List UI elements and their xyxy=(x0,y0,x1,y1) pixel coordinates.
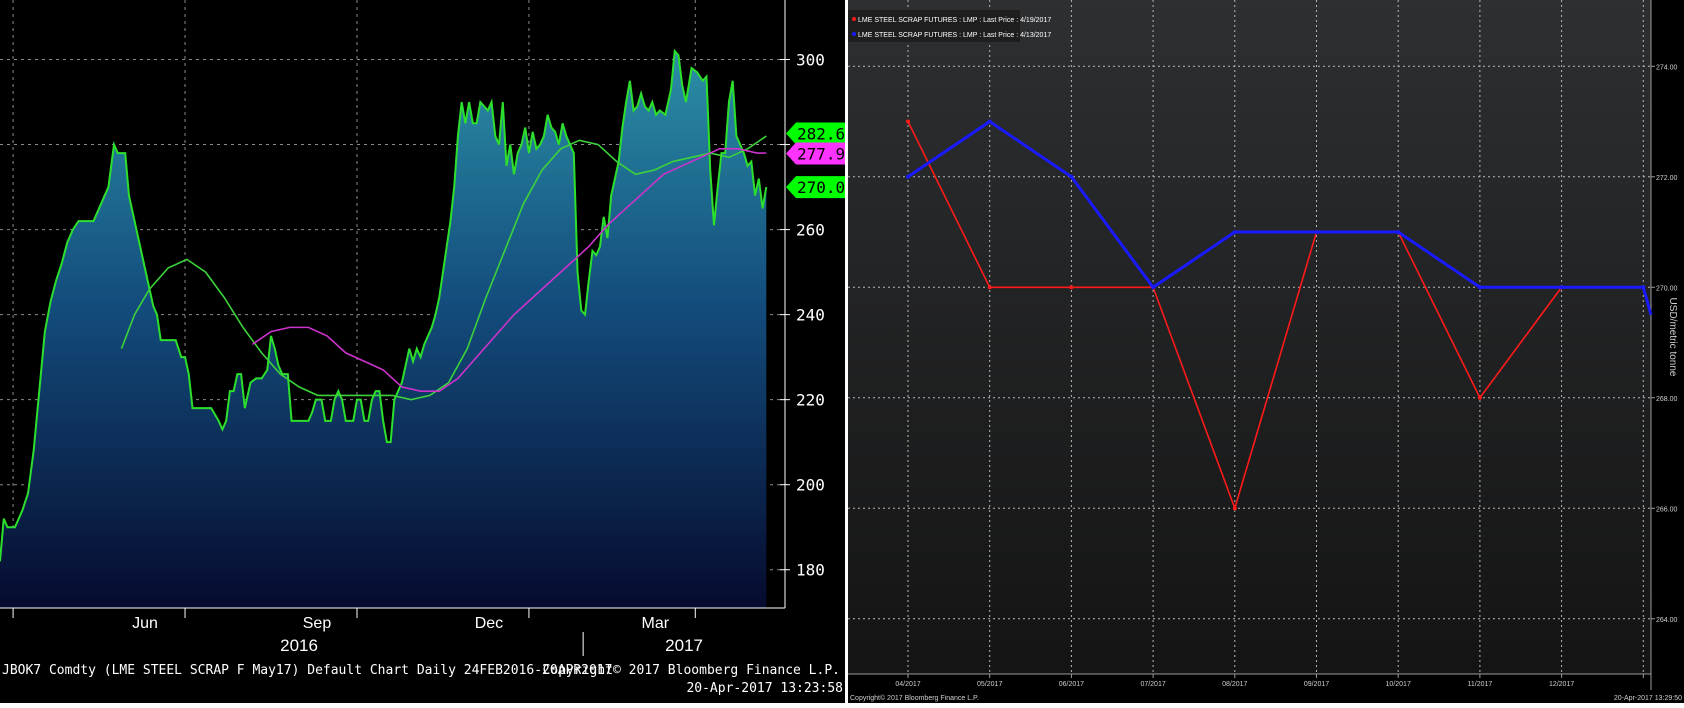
last-value-marker-0: 282.6 xyxy=(786,122,845,145)
futures-plot-background xyxy=(848,0,1651,674)
curve-point-1-8 xyxy=(1559,285,1564,290)
series-line-moving-average-1 xyxy=(120,135,767,401)
y-tick-label-220: 220 xyxy=(796,391,825,410)
futures-legend: LME STEEL SCRAP FUTURES : LMP : Last Pri… xyxy=(848,10,1051,42)
curve-point-1-9 xyxy=(1641,285,1646,290)
curve-point-1-0 xyxy=(906,174,910,179)
curve-point-1-6 xyxy=(1396,230,1401,235)
contract-label-8: 12/2017 xyxy=(1549,681,1574,688)
contract-label-6: 10/2017 xyxy=(1386,681,1411,688)
curve-point-1-7 xyxy=(1477,285,1482,290)
year-label-2016: 2016 xyxy=(280,636,318,655)
curve-point-1-3 xyxy=(1151,285,1156,290)
curve-point-0-1 xyxy=(987,285,992,290)
futures-chart-timestamp: 20-Apr-2017 13:29:50 xyxy=(1614,695,1682,702)
price-chart-copyright: Copyright© 2017 Bloomberg Finance L.P. xyxy=(543,663,840,678)
month-label-1: Jun xyxy=(132,615,158,632)
futures-y-tick-264: 264.00 xyxy=(1656,617,1678,624)
contract-label-4: 08/2017 xyxy=(1222,681,1247,688)
curve-point-0-4 xyxy=(1232,506,1237,511)
futures-y-tick-268: 268.00 xyxy=(1656,396,1678,403)
last-value-marker-1: 277.9 xyxy=(786,142,845,165)
contract-label-3: 07/2017 xyxy=(1140,681,1165,688)
curve-point-1-2 xyxy=(1069,174,1074,179)
legend-entry-4-13: LME STEEL SCRAP FUTURES : LMP : Last Pri… xyxy=(858,32,1051,39)
futures-y-tick-270: 270.00 xyxy=(1656,285,1678,292)
month-label-2: Sep xyxy=(303,615,332,632)
futures-y-tick-274: 274.00 xyxy=(1656,64,1678,71)
y-tick-label-300: 300 xyxy=(796,51,825,70)
futures-y-tick-266: 266.00 xyxy=(1656,506,1678,513)
contract-label-1: 05/2017 xyxy=(977,681,1002,688)
contract-label-5: 09/2017 xyxy=(1304,681,1329,688)
y-tick-label-200: 200 xyxy=(796,476,825,495)
futures-curve-chart: 04/2017 05/2017 06/2017 07/2017 08/2017 09/20… xyxy=(848,0,1682,702)
last-value-marker-2: 270.0 xyxy=(786,176,845,199)
contract-label-2: 06/2017 xyxy=(1059,681,1084,688)
series-line-moving-average-2 xyxy=(251,148,767,392)
last-value-label-0: 282.6 xyxy=(797,125,845,144)
month-label-4: Mar xyxy=(642,615,670,632)
price-area-fill xyxy=(0,51,767,608)
last-value-label-1: 277.9 xyxy=(797,144,845,163)
y-tick-label-260: 260 xyxy=(796,221,825,240)
curve-point-1-4 xyxy=(1232,230,1237,235)
curve-point-0-2 xyxy=(1069,285,1074,290)
curve-point-1-1 xyxy=(987,119,992,124)
futures-y-tick-272: 272.00 xyxy=(1656,175,1678,182)
month-label-3: Dec xyxy=(475,615,503,632)
futures-curve-chart-panel: 04/2017 05/2017 06/2017 07/2017 08/2017 09/20… xyxy=(848,0,1684,703)
price-chart-title: JBOK7 Comdty (LME STEEL SCRAP F May17) D… xyxy=(2,663,612,678)
legend-swatch-red xyxy=(852,17,856,21)
curve-point-0-7 xyxy=(1477,395,1482,400)
y-tick-label-240: 240 xyxy=(796,306,825,325)
legend-swatch-blue xyxy=(852,32,856,36)
year-label-2017: 2017 xyxy=(665,636,703,655)
futures-y-axis-label: USD/metric tonne xyxy=(1667,298,1678,377)
last-value-label-2: 270.0 xyxy=(797,178,845,197)
price-chart-timestamp: 20-Apr-2017 13:23:58 xyxy=(686,681,843,696)
curve-point-1-5 xyxy=(1314,230,1319,235)
contract-label-7: 11/2017 xyxy=(1468,681,1493,688)
contract-label-0: 04/2017 xyxy=(895,681,920,688)
series-line-price xyxy=(0,48,768,562)
curve-point-0-0 xyxy=(906,119,910,124)
futures-chart-copyright: Copyright© 2017 Bloomberg Finance L.P. xyxy=(850,694,979,702)
legend-entry-4-19: LME STEEL SCRAP FUTURES : LMP : Last Pri… xyxy=(858,17,1051,24)
futures-chart-gridlines xyxy=(848,0,1651,674)
y-tick-label-180: 180 xyxy=(796,561,825,580)
